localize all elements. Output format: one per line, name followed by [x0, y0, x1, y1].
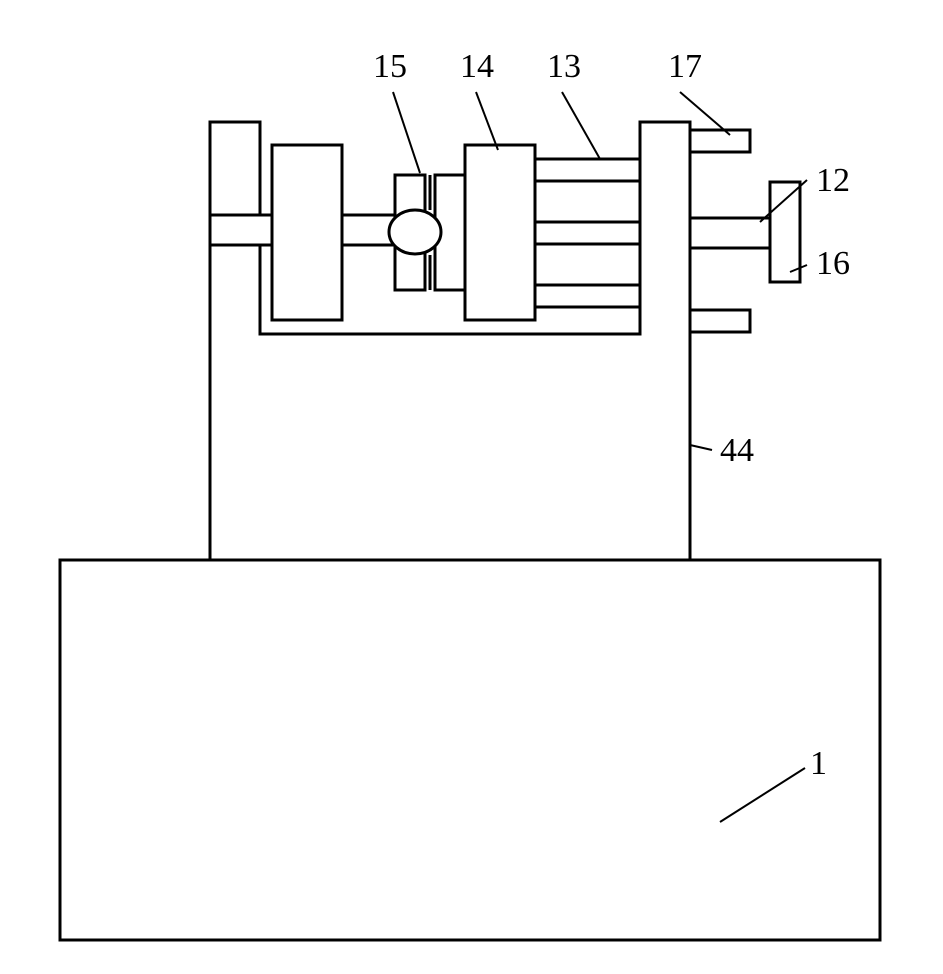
label-15: 15	[373, 48, 407, 86]
label-12: 12	[816, 162, 850, 200]
label-44: 44	[720, 432, 754, 470]
technical-diagram	[0, 0, 943, 974]
label-16: 16	[816, 245, 850, 283]
label-1: 1	[810, 745, 827, 783]
label-17: 17	[668, 48, 702, 86]
label-14: 14	[460, 48, 494, 86]
label-13: 13	[547, 48, 581, 86]
